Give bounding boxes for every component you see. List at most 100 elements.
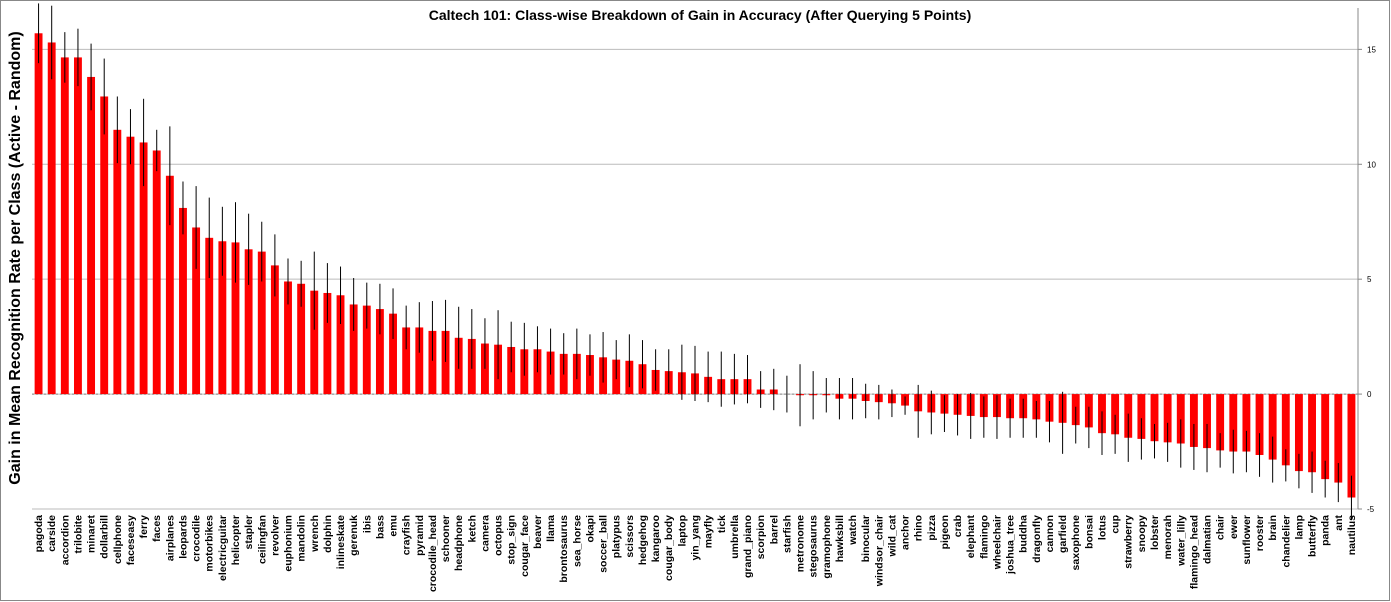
x-tick-label: soccer_ball — [598, 515, 610, 573]
bar — [1163, 394, 1172, 443]
bar — [375, 309, 384, 395]
x-tick-label: sunflower — [1241, 515, 1253, 565]
x-tick-label: cougar_face — [519, 515, 531, 577]
x-tick-label: nautilus — [1346, 515, 1358, 555]
x-tick-label: kangaroo — [650, 515, 662, 562]
x-tick-label: wheelchair — [991, 515, 1003, 570]
x-tick-label: anchor — [900, 515, 912, 550]
bar — [1137, 394, 1146, 439]
x-tick-label: pigeon — [939, 515, 951, 549]
x-tick-label: rooster — [1254, 515, 1266, 551]
bar — [284, 281, 292, 395]
x-tick-label: mayfly — [703, 515, 715, 548]
x-tick-label: leopards — [177, 515, 189, 559]
bar — [1242, 394, 1251, 452]
x-tick-label: watch — [847, 515, 859, 546]
x-tick-label: flamingo — [978, 515, 990, 559]
x-tick-label: octopus — [493, 515, 505, 556]
y-tick-label: 0 — [1367, 390, 1372, 399]
x-tick-label: chandelier — [1280, 515, 1292, 568]
bar — [87, 76, 96, 395]
x-tick-label: cup — [1110, 515, 1122, 534]
x-tick-label: faceseasy — [125, 515, 137, 565]
bar — [1347, 394, 1356, 498]
x-tick-label: brontosaurus — [558, 515, 570, 583]
x-tick-label: minaret — [86, 515, 98, 553]
y-tick-label: 15 — [1367, 45, 1376, 54]
x-tick-label: pizza — [926, 515, 938, 541]
x-tick-label: headphone — [453, 515, 465, 571]
x-tick-label: dalmatian — [1202, 515, 1214, 564]
bar — [1255, 394, 1264, 455]
x-tick-label: gerenuk — [348, 515, 360, 556]
x-tick-label: cougar_body — [663, 515, 675, 581]
x-tick-label: snoopy — [1136, 515, 1148, 552]
x-tick-label: scissors — [624, 515, 636, 558]
x-tick-label: stop_sign — [506, 515, 518, 565]
x-tick-label: ferry — [138, 515, 150, 539]
bar — [1111, 394, 1120, 435]
bar — [415, 327, 424, 395]
bar — [389, 313, 397, 395]
x-tick-label: butterfly — [1307, 515, 1319, 557]
x-tick-label: metronome — [795, 515, 807, 572]
x-tick-label: ewer — [1228, 515, 1240, 539]
y-tick-label: -5 — [1367, 505, 1375, 514]
x-tick-label: schooner — [440, 515, 452, 562]
bar — [428, 330, 437, 395]
x-tick-label: bass — [374, 515, 386, 539]
bar — [1268, 394, 1277, 460]
x-tick-label: bonsai — [1083, 515, 1095, 549]
y-axis-label: Gain in Mean Recognition Rate per Class … — [7, 31, 24, 484]
x-tick-label: inlineskate — [335, 515, 347, 569]
bar — [152, 150, 161, 395]
x-tick-label: emu — [388, 515, 400, 537]
bar — [310, 290, 319, 395]
x-tick-label: garfield — [1057, 515, 1069, 553]
x-tick-label: lotus — [1096, 515, 1108, 540]
bar — [126, 136, 135, 395]
x-tick-label: strawberry — [1123, 515, 1135, 569]
bar — [1334, 394, 1343, 483]
bar — [1176, 394, 1185, 444]
bar — [1308, 394, 1316, 473]
x-tick-label: llama — [545, 515, 557, 542]
bar — [1229, 394, 1238, 452]
x-tick-label: dolphin — [322, 515, 334, 553]
x-tick-label: stapler — [243, 515, 255, 549]
bar — [139, 142, 148, 395]
x-tick-label: crocodile — [191, 515, 203, 562]
x-tick-label: crab — [952, 515, 964, 537]
x-tick-label: ibis — [361, 515, 373, 533]
bar — [257, 251, 266, 395]
bar — [1203, 394, 1211, 449]
x-tick-label: crayfish — [401, 515, 413, 555]
x-tick-label: pyramid — [414, 515, 426, 556]
x-tick-label: rhino — [913, 515, 925, 541]
x-tick-label: starfish — [781, 515, 793, 553]
x-tick-label: cannon — [1044, 515, 1056, 552]
bar — [218, 241, 227, 395]
x-tick-label: grand_piano — [742, 515, 754, 578]
x-tick-label: trilobite — [72, 515, 84, 554]
x-tick-label: ketch — [466, 515, 478, 542]
x-tick-label: euphonium — [283, 515, 295, 572]
bar — [297, 283, 306, 395]
x-tick-label: dragonfly — [1031, 515, 1043, 563]
bar — [349, 304, 358, 395]
x-tick-label: menorah — [1162, 515, 1174, 559]
x-tick-label: motorbikes — [204, 515, 216, 572]
bar — [113, 129, 122, 395]
x-tick-label: hedgehog — [637, 515, 649, 565]
x-tick-label: accordion — [59, 515, 71, 565]
x-tick-label: barrel — [768, 515, 780, 544]
bar — [323, 292, 332, 395]
x-tick-label: flamingo_head — [1188, 515, 1200, 589]
bar — [47, 42, 56, 395]
x-tick-label: electricguitar — [217, 515, 229, 581]
bar — [231, 242, 240, 395]
x-tick-label: carside — [46, 515, 58, 552]
bar — [205, 237, 214, 395]
x-tick-label: gramophone — [821, 515, 833, 579]
